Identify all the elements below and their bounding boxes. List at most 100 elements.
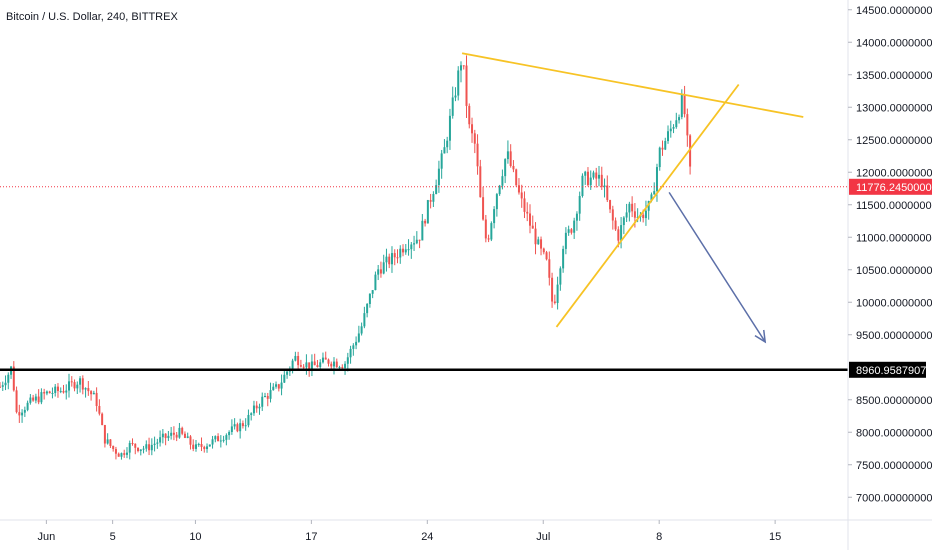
candle-up [106,439,109,444]
candle-down [542,248,545,253]
candle-down [424,220,427,224]
candle-down [526,211,529,214]
candle-down [611,209,614,221]
candle-up [247,414,250,426]
y-tick-label: 14000.00000000 [856,37,932,49]
candle-up [675,120,678,128]
candle-up [54,386,57,394]
candle-up [7,374,10,383]
candle-up [655,167,658,192]
candle-down [313,361,316,366]
candle-up [211,439,214,445]
candle-down [87,388,90,392]
candle-down [62,390,65,393]
y-tick-label: 8000.00000000 [856,427,932,439]
y-tick-label: 11500.00000000 [856,200,932,212]
candle-up [349,348,352,358]
candle-up [291,360,294,369]
candle-down [277,384,280,389]
candle-up [457,70,460,96]
candle-up [410,244,413,250]
candle-up [575,213,578,221]
candle-down [631,203,634,212]
candle-up [556,284,559,304]
candle-down [324,357,327,360]
candle-up [120,453,123,457]
candle-up [636,216,639,218]
candle-up [382,262,385,274]
candle-down [540,239,543,249]
candle-down [316,365,319,368]
candle-down [43,392,46,394]
y-tick-label: 12500.00000000 [856,135,932,147]
candle-down [548,259,551,278]
candle-down [335,361,338,368]
candle-down [308,362,311,370]
candle-down [200,443,203,447]
candle-up [647,201,650,211]
y-tick-label: 7000.00000000 [856,492,932,504]
candle-down [203,446,206,450]
candle-up [346,357,349,364]
candle-down [189,436,192,445]
candle-up [493,209,496,224]
candle-down [606,185,609,201]
candle-down [32,397,35,401]
candle-up [45,391,48,394]
candle-up [261,396,264,407]
candle-down [515,169,518,186]
candle-up [208,444,211,447]
candle-down [98,405,101,414]
candle-down [148,444,151,451]
candle-down [175,434,178,438]
x-tick-label: 8 [656,531,662,543]
x-tick-label: 10 [189,531,201,543]
candle-up [128,443,131,453]
candle-up [490,223,493,240]
candle-up [310,361,313,370]
candle-up [206,446,209,450]
candle-up [178,427,181,438]
candle-up [76,384,79,389]
candle-up [250,413,253,415]
candle-up [65,390,68,393]
candle-down [468,105,471,125]
candle-up [581,175,584,197]
candle-up [26,402,29,410]
candle-up [338,367,341,369]
candle-up [368,293,371,304]
overlay-lines [0,52,848,372]
candle-down [396,257,399,259]
candles [0,55,692,460]
candle-up [21,412,24,416]
candle-up [672,127,675,129]
candle-up [153,443,156,445]
candle-down [418,239,421,241]
y-tick-label: 8500.00000000 [856,395,932,407]
candle-down [479,166,482,198]
candle-up [603,185,606,187]
candle-up [344,363,347,368]
x-tick-label: 17 [305,531,317,543]
candle-up [194,444,197,449]
candle-up [244,425,247,427]
candle-up [385,256,388,263]
candle-down [402,248,405,253]
y-tick-label: 7500.00000000 [856,460,932,472]
candle-up [501,176,504,186]
candle-up [399,248,402,258]
candle-up [495,194,498,210]
candle-up [371,290,374,294]
candle-up [390,253,393,265]
candle-down [487,238,490,240]
candle-down [379,269,382,274]
y-tick-label: 13500.00000000 [856,70,932,82]
projection-arrow-line [668,191,766,343]
candle-up [252,405,255,414]
candle-down [512,166,515,170]
candle-down [482,197,485,220]
candle-down [523,198,526,212]
candle-up [667,131,670,142]
